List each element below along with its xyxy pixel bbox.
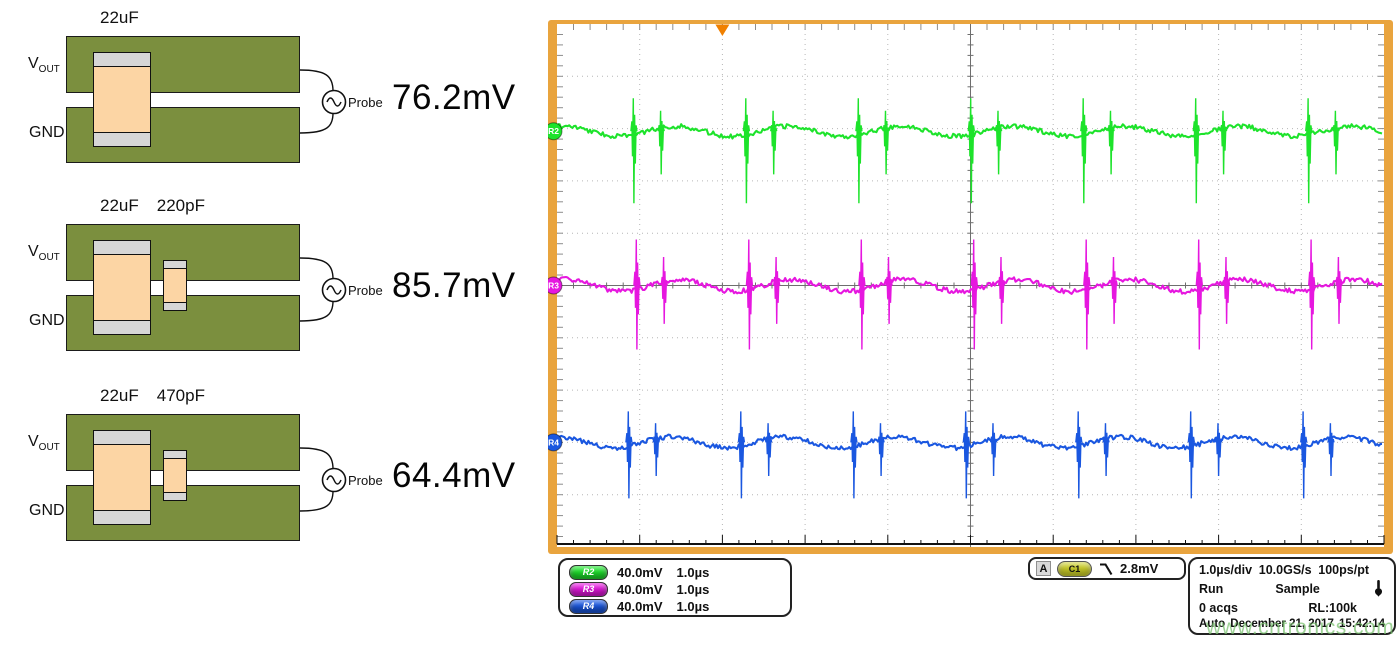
cap-terminal bbox=[163, 302, 187, 311]
trigger-level: 2.8mV bbox=[1120, 561, 1159, 576]
channel-badge-r4: R4 bbox=[569, 599, 608, 614]
capacitor-labels: 22uF 470pF bbox=[100, 386, 205, 406]
oscilloscope-screenshot: R2 R3 R4 bbox=[544, 20, 1393, 554]
ripple-measurement: 85.7mV bbox=[392, 266, 516, 305]
capacitor-labels: 22uF 220pF bbox=[100, 196, 205, 216]
trace-r2 bbox=[557, 98, 1383, 204]
cap-main-label: 22uF bbox=[100, 386, 139, 405]
acquisition-status-panel: 1.0µs/div 10.0GS/s 100ps/pt Run Sample 0… bbox=[1188, 557, 1396, 635]
sine-icon bbox=[326, 97, 342, 107]
capacitor-labels: 22uF bbox=[100, 8, 139, 28]
svg-text:R4: R4 bbox=[548, 437, 559, 447]
probe-symbol: Probe bbox=[299, 257, 383, 322]
falling-edge-icon bbox=[1100, 562, 1113, 575]
sample-rate: 10.0GS/s bbox=[1258, 563, 1312, 577]
vertical-scale: 40.0mV bbox=[617, 565, 663, 580]
channel-marker-r4: R4 bbox=[544, 433, 563, 452]
cap-terminal bbox=[93, 52, 151, 67]
run-state-row: Run Sample bbox=[1199, 580, 1385, 597]
trace-r4 bbox=[557, 411, 1383, 499]
cap-body bbox=[163, 269, 187, 302]
diagram-22uF: 22uF VOUT GND Probe 76.2mV bbox=[0, 8, 545, 183]
trigger-mode: Auto bbox=[1199, 617, 1226, 630]
channel-marker-r2: R2 bbox=[544, 122, 563, 141]
cap-terminal bbox=[93, 132, 151, 147]
gnd-label: GND bbox=[29, 312, 65, 329]
cap-body bbox=[93, 67, 151, 132]
capacitor-220pF bbox=[163, 260, 187, 311]
vertical-scale: 40.0mV bbox=[617, 599, 663, 614]
scope-display: R2 R3 R4 bbox=[544, 20, 1393, 554]
bottom-axis bbox=[556, 535, 1385, 545]
probe-text: Probe bbox=[348, 283, 383, 298]
cap-body bbox=[93, 445, 151, 510]
cap-terminal bbox=[163, 260, 187, 269]
sine-icon bbox=[326, 475, 342, 485]
ripple-measurement: 64.4mV bbox=[392, 456, 516, 495]
trigger-position-marker bbox=[715, 24, 730, 36]
horizontal-scale: 1.0µs bbox=[676, 565, 710, 580]
cap-terminal bbox=[93, 320, 151, 335]
sine-icon bbox=[326, 285, 342, 295]
probe-symbol: Probe bbox=[299, 447, 383, 512]
trigger-channel-badge: C1 bbox=[1057, 560, 1092, 577]
cap-body bbox=[93, 255, 151, 320]
gnd-label: GND bbox=[29, 502, 65, 519]
cap-terminal bbox=[93, 240, 151, 255]
run-state: Run bbox=[1199, 581, 1224, 596]
trigger-readout-panel: A C1 2.8mV bbox=[1028, 557, 1186, 580]
date: December 21, 2017 bbox=[1230, 617, 1334, 630]
acq-count: 0 acqs bbox=[1199, 600, 1238, 615]
channel-badge-r2: R2 bbox=[569, 565, 608, 580]
channel-readout-panel: R2 40.0mV 1.0µs R3 40.0mV 1.0µs R4 40.0mV 1… bbox=[558, 558, 792, 617]
capacitor-22uF bbox=[93, 240, 151, 335]
readout-row-r4: R4 40.0mV 1.0µs bbox=[569, 598, 790, 615]
probe-text: Probe bbox=[348, 95, 383, 110]
readout-row-r2: R2 40.0mV 1.0µs bbox=[569, 564, 790, 581]
horizontal-scale: 1.0µs bbox=[676, 599, 710, 614]
cap-terminal bbox=[163, 450, 187, 459]
cap-terminal bbox=[163, 492, 187, 501]
cap-terminal bbox=[93, 510, 151, 525]
cap-main-label: 22uF bbox=[100, 196, 139, 215]
vout-label: VOUT bbox=[28, 55, 60, 76]
cap-extra-label: 470pF bbox=[156, 386, 205, 405]
channel-marker-r3: R3 bbox=[544, 276, 563, 295]
vout-label: VOUT bbox=[28, 433, 60, 454]
svg-text:R3: R3 bbox=[548, 281, 559, 291]
record-length: RL:100k bbox=[1308, 600, 1357, 615]
cap-body bbox=[163, 459, 187, 492]
watermark: www.cntronics.com bbox=[1206, 616, 1395, 639]
capacitor-22uF bbox=[93, 430, 151, 525]
resolution: 100ps/pt bbox=[1318, 563, 1369, 577]
horizontal-scale: 1.0µs bbox=[676, 582, 710, 597]
time: 15:42:14 bbox=[1338, 617, 1385, 630]
cap-terminal bbox=[93, 430, 151, 445]
timebase-row: 1.0µs/div 10.0GS/s 100ps/pt bbox=[1199, 563, 1385, 577]
acq-count-row: 0 acqs RL:100k bbox=[1199, 601, 1385, 615]
time-per-div: 1.0µs/div bbox=[1199, 563, 1253, 577]
cap-extra-label: 220pF bbox=[156, 196, 205, 215]
probe-symbol: Probe bbox=[299, 69, 383, 134]
channel-badge-r3: R3 bbox=[569, 582, 608, 597]
cap-main-label: 22uF bbox=[100, 8, 139, 27]
probe-text: Probe bbox=[348, 473, 383, 488]
vertical-scale: 40.0mV bbox=[617, 582, 663, 597]
datetime-row: Auto December 21, 2017 15:42:14 bbox=[1199, 618, 1385, 630]
trace-r3 bbox=[557, 239, 1383, 350]
ripple-measurement: 76.2mV bbox=[392, 78, 516, 117]
svg-text:R2: R2 bbox=[548, 126, 559, 136]
capacitor-470pF bbox=[163, 450, 187, 501]
acq-mode: Sample bbox=[1275, 581, 1320, 596]
gnd-label: GND bbox=[29, 124, 65, 141]
diagram-22uF-470pF: 22uF 470pF VOUT GND Probe bbox=[0, 386, 545, 561]
marker-pin-icon bbox=[1375, 580, 1382, 597]
trigger-source-badge: A bbox=[1036, 561, 1051, 576]
capacitor-22uF bbox=[93, 52, 151, 147]
diagram-22uF-220pF: 22uF 220pF VOUT GND Probe bbox=[0, 196, 545, 371]
readout-row-r3: R3 40.0mV 1.0µs bbox=[569, 581, 790, 598]
vout-label: VOUT bbox=[28, 243, 60, 264]
